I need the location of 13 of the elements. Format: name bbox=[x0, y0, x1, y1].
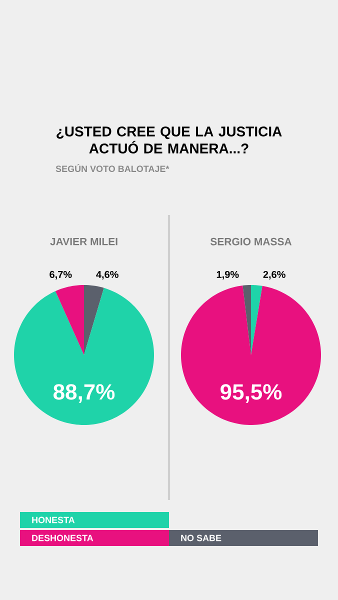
data-label: 95,5% bbox=[220, 384, 282, 403]
data-label: 6,7% bbox=[50, 270, 72, 280]
chart-title: SERGIO MASSA bbox=[210, 238, 292, 246]
data-label: 4,6% bbox=[96, 270, 118, 280]
data-label: 88,7% bbox=[54, 384, 115, 403]
data-label: 1,9% bbox=[216, 270, 239, 280]
chart-title: JAVIER MILEI bbox=[50, 238, 118, 246]
legend-label: NO SABE bbox=[181, 534, 222, 542]
text: ¿USTED CREE QUE LA JUSTICIA ACTUÓ DE MANERA...? bbox=[56, 126, 282, 154]
data-label: 2,6% bbox=[263, 270, 286, 280]
text: SEGÚN VOTO BALOTAJE* bbox=[56, 164, 170, 172]
legend-label: DESHONESTA bbox=[32, 534, 94, 542]
legend-label: HONESTA bbox=[32, 516, 75, 524]
